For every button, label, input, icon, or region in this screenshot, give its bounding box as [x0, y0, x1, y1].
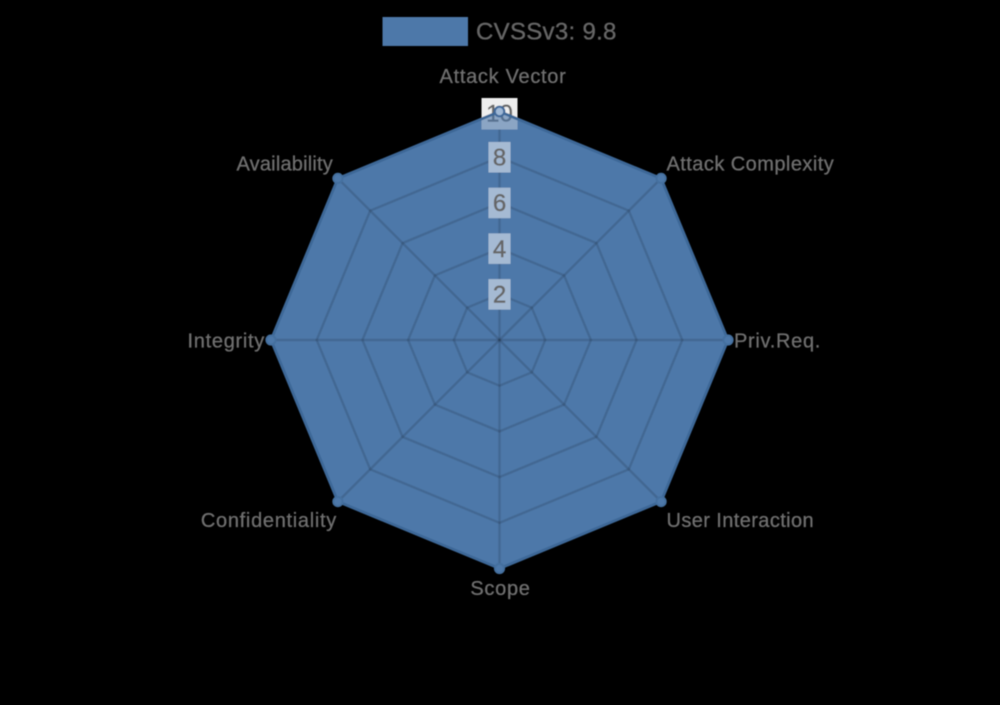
svg-text:CVSSv3: 9.8: CVSSv3: 9.8: [476, 19, 617, 46]
svg-text:User Interaction: User Interaction: [667, 510, 815, 532]
svg-text:2: 2: [493, 282, 506, 309]
svg-text:Attack Vector: Attack Vector: [440, 66, 567, 88]
svg-text:Attack Complexity: Attack Complexity: [667, 154, 835, 176]
svg-text:Confidentiality: Confidentiality: [201, 510, 337, 532]
svg-text:Availability: Availability: [236, 154, 333, 176]
svg-text:Priv.Req.: Priv.Req.: [734, 331, 821, 353]
svg-text:6: 6: [493, 190, 506, 217]
svg-text:Integrity: Integrity: [188, 331, 265, 353]
svg-text:8: 8: [493, 145, 506, 172]
svg-text:4: 4: [493, 236, 506, 263]
svg-text:Scope: Scope: [470, 578, 530, 600]
